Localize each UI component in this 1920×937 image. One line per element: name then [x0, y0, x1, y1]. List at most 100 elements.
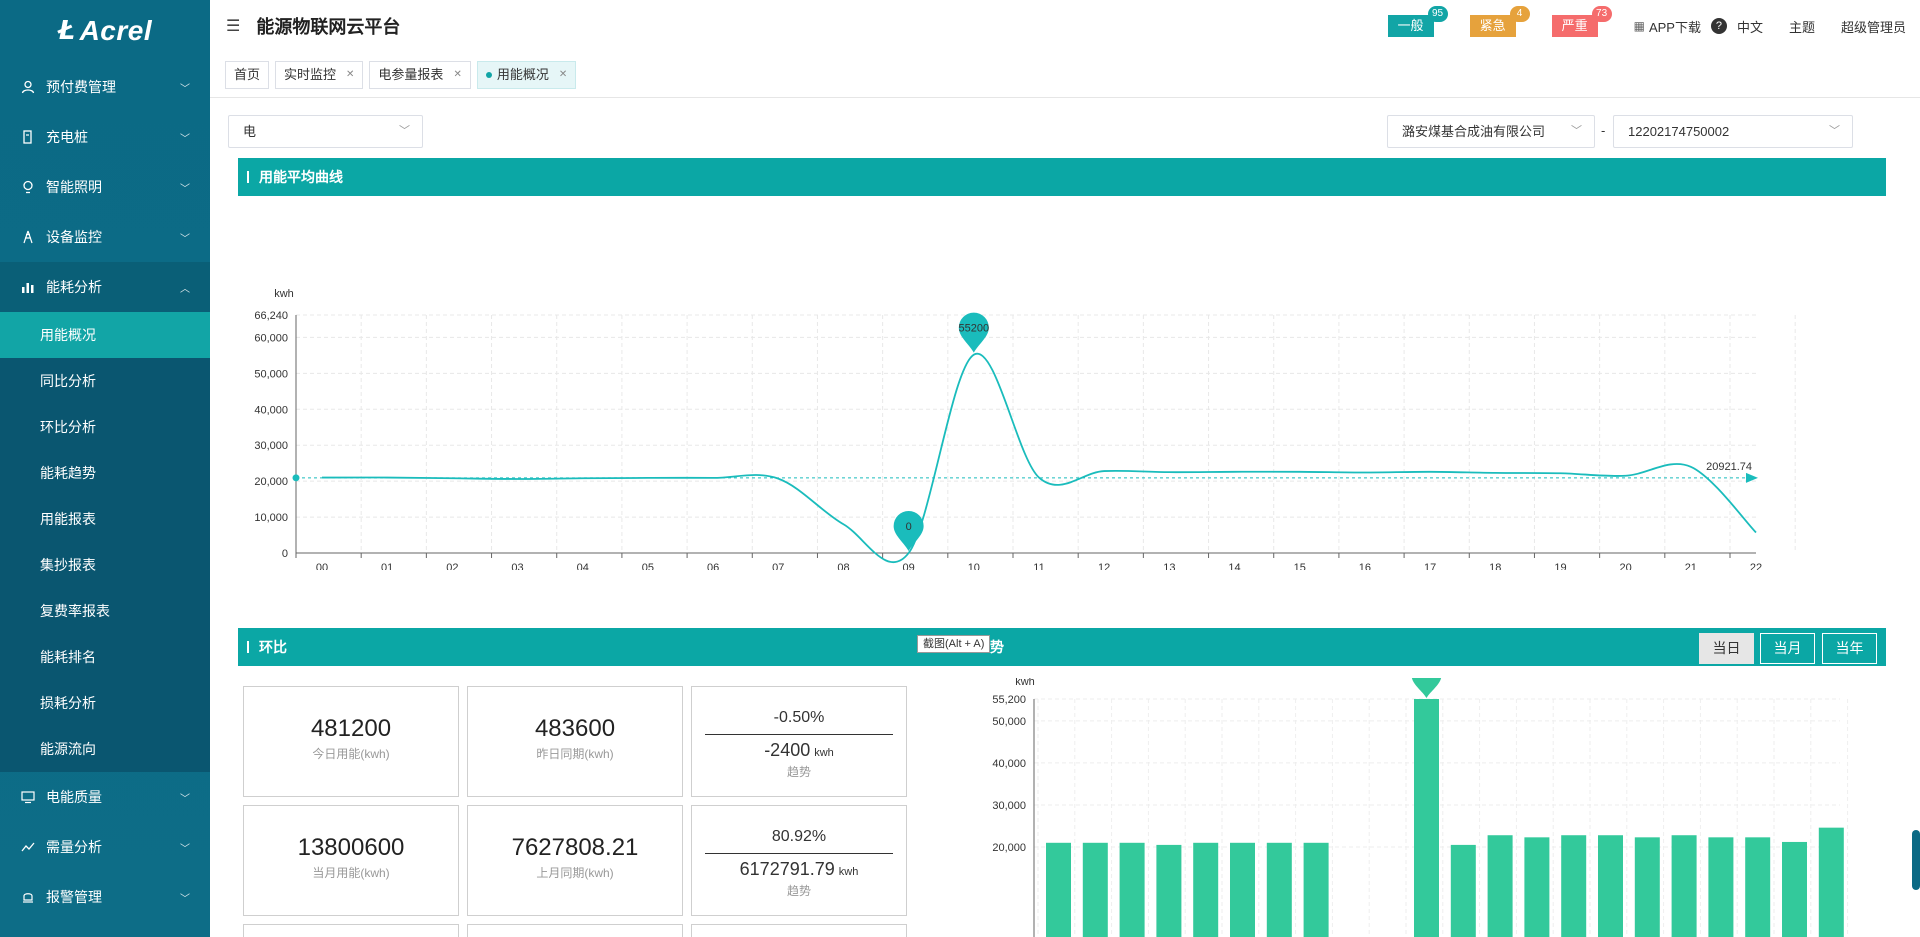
- page-tabs: 首页 实时监控 ✕ 电参量报表 ✕ 用能概况 ✕: [210, 52, 1920, 98]
- app-download-link[interactable]: ▦ APP下载: [1634, 17, 1701, 36]
- sidebar-item-demand[interactable]: 需量分析 ﹀: [0, 822, 210, 872]
- bar: [1782, 841, 1807, 937]
- bar: [1818, 827, 1844, 937]
- meter-select[interactable]: 12202174750002 ﹀: [1613, 115, 1853, 148]
- sidebar-subitem-ranking[interactable]: 能耗排名: [40, 649, 96, 665]
- tab-param-report[interactable]: 电参量报表 ✕: [369, 60, 471, 89]
- alarm-icon: [20, 889, 36, 905]
- pin-label: 55200: [1411, 678, 1442, 681]
- active-dot-icon: [485, 71, 492, 78]
- sidebar-subitem-report[interactable]: 用能报表: [40, 511, 96, 527]
- energy-type-select[interactable]: 电 ﹀: [228, 115, 423, 148]
- period-year-button[interactable]: 当年: [1822, 633, 1877, 664]
- period-month-button[interactable]: 当月: [1760, 633, 1815, 664]
- card-value: 7627808.21: [511, 834, 639, 861]
- x-tick-label: 13: [1163, 562, 1175, 570]
- acrel-logo[interactable]: Ł Acrel: [0, 0, 210, 62]
- pin-label: 0: [906, 521, 912, 533]
- divider: [705, 853, 893, 854]
- x-tick-label: 22: [1750, 562, 1762, 570]
- tab-home[interactable]: 首页: [225, 60, 270, 89]
- sidebar-item-power-quality[interactable]: 电能质量 ﹀: [0, 772, 210, 822]
- tab-label: 实时监控: [284, 66, 337, 82]
- y-tick-label: 55,200: [992, 694, 1026, 706]
- sidebar-item-label: 报警管理: [46, 889, 102, 905]
- x-tick-label: 16: [1359, 562, 1371, 570]
- sidebar-subitem-mom[interactable]: 环比分析: [40, 419, 96, 435]
- x-tick-label: 07: [772, 562, 784, 570]
- year-trend-card: [691, 924, 907, 937]
- close-icon[interactable]: ✕: [558, 68, 568, 80]
- tab-label: 用能概况: [496, 66, 549, 82]
- alarm-urgent-button[interactable]: 紧急 4: [1469, 6, 1530, 37]
- card-label: 上月同期(kwh): [536, 866, 614, 880]
- bar: [1634, 837, 1660, 937]
- close-icon[interactable]: ✕: [346, 68, 355, 80]
- page-scrollbar[interactable]: [1912, 830, 1920, 890]
- chevron-down-icon: ﹀: [180, 83, 190, 95]
- tab-label: 电参量报表: [378, 66, 444, 82]
- sidebar-subitem-rate-report[interactable]: 复费率报表: [40, 603, 110, 619]
- theme-link[interactable]: 主题: [1788, 19, 1815, 35]
- sidebar-item-device-monitor[interactable]: 设备监控 ﹀: [0, 212, 210, 262]
- card-label: 当月用能(kwh): [312, 866, 390, 880]
- tab-realtime[interactable]: 实时监控 ✕: [275, 60, 364, 89]
- y-tick-label: 10,000: [254, 512, 288, 524]
- data-pin-marker: 55200: [1411, 678, 1442, 698]
- last-year-energy-card: [467, 924, 683, 937]
- bar: [1745, 837, 1771, 937]
- bar: [1598, 835, 1623, 937]
- help-icon[interactable]: ?: [1710, 18, 1727, 34]
- sidebar-item-alarm[interactable]: 报警管理 ﹀: [0, 872, 210, 922]
- trend-percent: 80.92%: [771, 828, 827, 845]
- bulb-icon: [20, 179, 36, 195]
- x-tick-label: 08: [837, 562, 849, 570]
- alarm-normal-button[interactable]: 一般 95: [1387, 6, 1448, 37]
- alarm-label: 严重: [1561, 18, 1588, 33]
- section-marker: [247, 641, 249, 653]
- x-tick-label: 12: [1098, 562, 1110, 570]
- menu-toggle-icon[interactable]: ☰: [226, 18, 241, 35]
- data-pin-marker: 0: [893, 511, 924, 551]
- x-tick-label: 17: [1424, 562, 1436, 570]
- company-select[interactable]: 潞安煤基合成油有限公司 ﹀: [1387, 115, 1595, 148]
- sidebar-subitem-flow[interactable]: 能源流向: [40, 741, 96, 757]
- sidebar-subitem-loss[interactable]: 损耗分析: [40, 695, 96, 711]
- trend-label: 趋势: [786, 884, 811, 898]
- chevron-down-icon: ﹀: [1829, 125, 1840, 137]
- sidebar-subitem-collect-report[interactable]: 集抄报表: [40, 557, 96, 573]
- period-day-button[interactable]: 当日: [1699, 633, 1754, 664]
- range-dash: -: [1601, 123, 1606, 138]
- logo-text: Acrel: [79, 15, 153, 46]
- sidebar-item-label: 智能照明: [46, 179, 102, 195]
- section-marker: [247, 171, 249, 183]
- sidebar-item-prepaid[interactable]: 预付费管理 ﹀: [0, 62, 210, 112]
- sidebar-item-charging[interactable]: 充电桩 ﹀: [0, 112, 210, 162]
- chevron-down-icon: ﹀: [180, 893, 190, 905]
- y-tick-label: 66,240: [254, 310, 288, 322]
- yesterday-energy-card: 483600 昨日同期(kwh): [467, 686, 683, 797]
- card-label: 今日用能(kwh): [312, 747, 390, 761]
- x-tick-label: 09: [903, 562, 915, 570]
- chevron-down-icon: ﹀: [180, 793, 190, 805]
- sidebar-subitem-trend[interactable]: 能耗趋势: [40, 465, 96, 481]
- screenshot-tooltip: 截图(Alt + A): [917, 635, 991, 653]
- y-tick-label: 60,000: [254, 332, 288, 344]
- sidebar-subitem-overview[interactable]: 用能概况: [0, 312, 210, 358]
- x-tick-label: 03: [511, 562, 523, 570]
- tab-energy-overview[interactable]: 用能概况 ✕: [476, 60, 577, 89]
- bar: [1450, 844, 1476, 937]
- y-tick-label: 50,000: [254, 368, 288, 380]
- language-switch[interactable]: 中文: [1736, 19, 1763, 35]
- sidebar-item-lighting[interactable]: 智能照明 ﹀: [0, 162, 210, 212]
- sidebar-subitem-yoy[interactable]: 同比分析: [40, 373, 96, 389]
- bar: [1524, 837, 1550, 937]
- close-icon[interactable]: ✕: [453, 68, 462, 80]
- section-title: 势: [990, 639, 1004, 655]
- x-tick-label: 21: [1685, 562, 1697, 570]
- alarm-severe-button[interactable]: 严重 73: [1551, 6, 1612, 37]
- user-menu[interactable]: 超级管理员: [1840, 19, 1906, 35]
- trend-percent: -0.50%: [773, 709, 825, 726]
- app-title: 能源物联网云平台: [256, 17, 401, 37]
- sidebar-item-energy-analysis[interactable]: 能耗分析 ︿: [0, 262, 210, 312]
